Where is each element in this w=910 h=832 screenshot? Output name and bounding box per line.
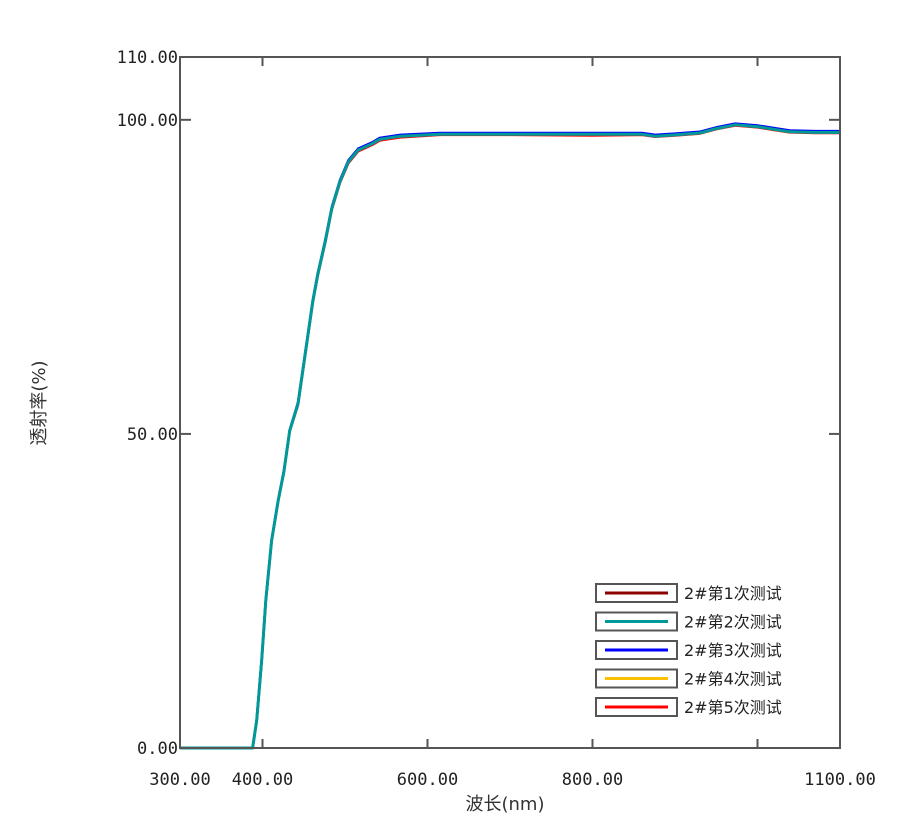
legend-item-4: 2#第4次测试 [595, 668, 782, 689]
legend: 2#第1次测试 2#第2次测试 2#第3次测试 2#第4次测试 2#第5次测试 [595, 583, 782, 717]
y-axis: 0.00 50.00 100.00 110.00 [117, 48, 840, 759]
x-tick-label: 600.00 [397, 770, 458, 790]
legend-label: 2#第3次测试 [684, 641, 782, 660]
y-axis-title: 透射率(%) [29, 360, 50, 445]
legend-label: 2#第1次测试 [684, 584, 782, 603]
legend-item-2: 2#第2次测试 [595, 611, 782, 632]
x-tick-label: 800.00 [562, 770, 623, 790]
y-tick-label: 50.00 [127, 425, 178, 445]
legend-item-1: 2#第1次测试 [595, 583, 782, 603]
legend-label: 2#第4次测试 [684, 670, 782, 689]
y-tick-label: 0.00 [137, 739, 178, 759]
x-tick-label: 1100.00 [804, 770, 876, 790]
x-axis-title: 波长(nm) [466, 794, 545, 815]
x-tick-label: 400.00 [232, 770, 293, 790]
series-line-2 [180, 123, 840, 750]
legend-item-5: 2#第5次测试 [595, 697, 782, 717]
legend-label: 2#第2次测试 [684, 613, 782, 632]
y-tick-label: 100.00 [117, 111, 178, 131]
legend-label: 2#第5次测试 [684, 698, 782, 717]
x-tick-label: 300.00 [149, 770, 210, 790]
plot-frame [179, 56, 841, 749]
plot-area [180, 122, 840, 750]
x-axis: 300.00 400.00 600.00 800.00 1100.00 [149, 57, 876, 790]
legend-item-3: 2#第3次测试 [595, 640, 782, 660]
y-tick-label: 110.00 [117, 48, 178, 68]
